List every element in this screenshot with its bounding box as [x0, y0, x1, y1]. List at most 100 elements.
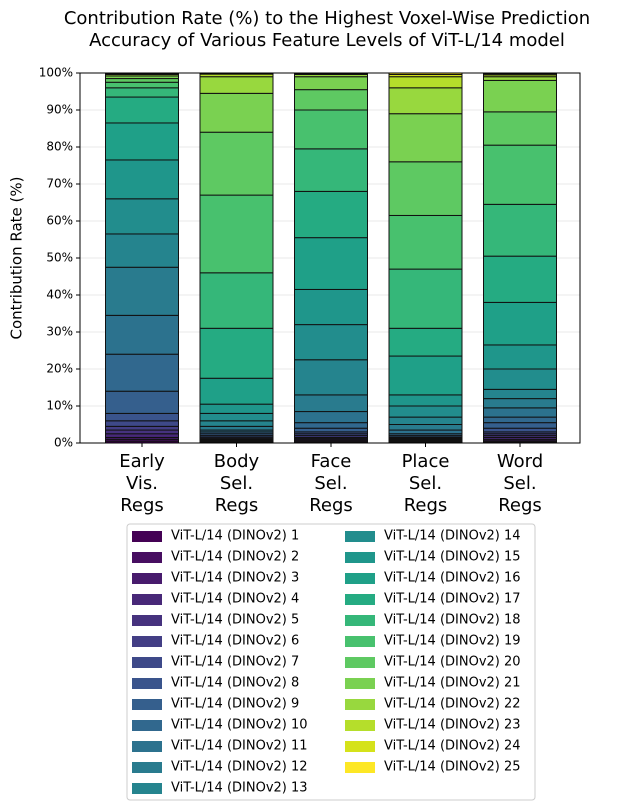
legend-label: ViT-L/14 (DINOv2) 23 [384, 718, 521, 733]
bar-segment [483, 144, 557, 205]
legend-label: ViT-L/14 (DINOv2) 14 [384, 529, 521, 544]
legend-swatch [345, 678, 375, 689]
legend-label: ViT-L/14 (DINOv2) 11 [171, 739, 308, 754]
bar-segment [105, 159, 179, 200]
bar-segment [105, 433, 179, 438]
y-tick-label: 10% [46, 399, 73, 413]
y-tick-label: 80% [46, 140, 73, 154]
legend-label: ViT-L/14 (DINOv2) 17 [384, 592, 521, 607]
legend-swatch [132, 657, 162, 668]
chart-title: Contribution Rate (%) to the Highest Vox… [64, 8, 590, 51]
y-tick-label: 70% [46, 177, 73, 191]
bar-segment [388, 113, 463, 163]
bar-segment [294, 324, 368, 361]
bar-segment [294, 148, 368, 192]
bar-segment [483, 79, 557, 113]
legend-label: ViT-L/14 (DINOv2) 13 [171, 781, 308, 796]
bar-segment [199, 194, 274, 274]
legend-label: ViT-L/14 (DINOv2) 20 [384, 655, 521, 670]
bar-segment [105, 198, 179, 235]
bar-segment [388, 429, 463, 435]
bar-segment [388, 424, 463, 431]
legend-label: ViT-L/14 (DINOv2) 9 [171, 697, 299, 712]
y-tick-label: 50% [46, 251, 73, 265]
legend-swatch [345, 615, 375, 626]
legend-swatch [132, 783, 162, 794]
bar-segment [105, 412, 179, 422]
y-tick-label: 40% [46, 288, 73, 302]
bar-segment [483, 388, 557, 400]
bar-segment [483, 301, 557, 346]
legend-swatch [345, 552, 375, 563]
x-tick-label: Word Sel. Regs [497, 451, 543, 516]
bar-segment [388, 87, 463, 115]
legend-frame [126, 523, 536, 801]
bar-segment [105, 429, 179, 435]
bar-segment [199, 92, 274, 133]
bar-segment [294, 190, 368, 239]
legend-swatch [345, 531, 375, 542]
bar-segment [388, 327, 463, 357]
legend-swatch [345, 573, 375, 584]
legend-swatch [132, 615, 162, 626]
x-tick-label: Place Sel. Regs [402, 451, 450, 516]
y-tick-label: 90% [46, 103, 73, 117]
legend-label: ViT-L/14 (DINOv2) 7 [171, 655, 299, 670]
legend-label: ViT-L/14 (DINOv2) 15 [384, 550, 521, 565]
bar-segment [105, 266, 179, 316]
bar-segment [294, 89, 368, 111]
legend-label: ViT-L/14 (DINOv2) 24 [384, 739, 521, 754]
x-tick-label: Early Vis. Regs [119, 451, 165, 516]
bar-segment [294, 422, 368, 429]
bar-segment [483, 255, 557, 303]
bar-segment [199, 403, 274, 414]
legend-label: ViT-L/14 (DINOv2) 19 [384, 634, 521, 649]
legend-label: ViT-L/14 (DINOv2) 4 [171, 592, 299, 607]
y-tick-label: 20% [46, 362, 73, 376]
legend-swatch [132, 678, 162, 689]
legend-label: ViT-L/14 (DINOv2) 18 [384, 613, 521, 628]
x-tick-label: Body Sel. Regs [214, 451, 260, 516]
bar-segment [294, 359, 368, 396]
legend-swatch [345, 741, 375, 752]
bar-segment [199, 420, 274, 427]
bar-segment [105, 81, 179, 89]
bar-segment [199, 272, 274, 329]
bar-segment [294, 288, 368, 326]
bar-segment [199, 131, 274, 196]
x-tick-label: Face Sel. Regs [309, 451, 353, 516]
legend-label: ViT-L/14 (DINOv2) 12 [171, 760, 308, 775]
legend-swatch [345, 762, 375, 773]
legend-label: ViT-L/14 (DINOv2) 25 [384, 760, 521, 775]
bar-segment [294, 427, 368, 433]
legend-swatch [132, 720, 162, 731]
bar-segment [388, 416, 463, 426]
legend-swatch [132, 741, 162, 752]
legend-swatch [132, 552, 162, 563]
bar-segment [294, 76, 368, 91]
bar-segment [483, 407, 557, 418]
bar-segment [294, 394, 368, 413]
bar-segment [483, 203, 557, 257]
bar-segment [105, 425, 179, 431]
bar-segment [105, 122, 179, 161]
bar-segment [388, 214, 463, 270]
legend-label: ViT-L/14 (DINOv2) 8 [171, 676, 299, 691]
legend-label: ViT-L/14 (DINOv2) 2 [171, 550, 299, 565]
bar-segment [199, 412, 274, 422]
bar-segment [483, 368, 557, 390]
bar-segment [294, 109, 368, 150]
bar-segment [199, 377, 274, 405]
bar-segment [388, 76, 463, 89]
y-tick-label: 0% [54, 436, 73, 450]
y-tick-label: 100% [39, 66, 73, 80]
legend-swatch [132, 699, 162, 710]
bar-segment [483, 76, 557, 81]
bar-segment [105, 314, 179, 355]
y-axis-label: Contribution Rate (%) [8, 176, 26, 339]
legend-label: ViT-L/14 (DINOv2) 10 [171, 718, 308, 733]
legend-swatch [132, 762, 162, 773]
legend-swatch [345, 720, 375, 731]
legend-label: ViT-L/14 (DINOv2) 3 [171, 571, 299, 586]
